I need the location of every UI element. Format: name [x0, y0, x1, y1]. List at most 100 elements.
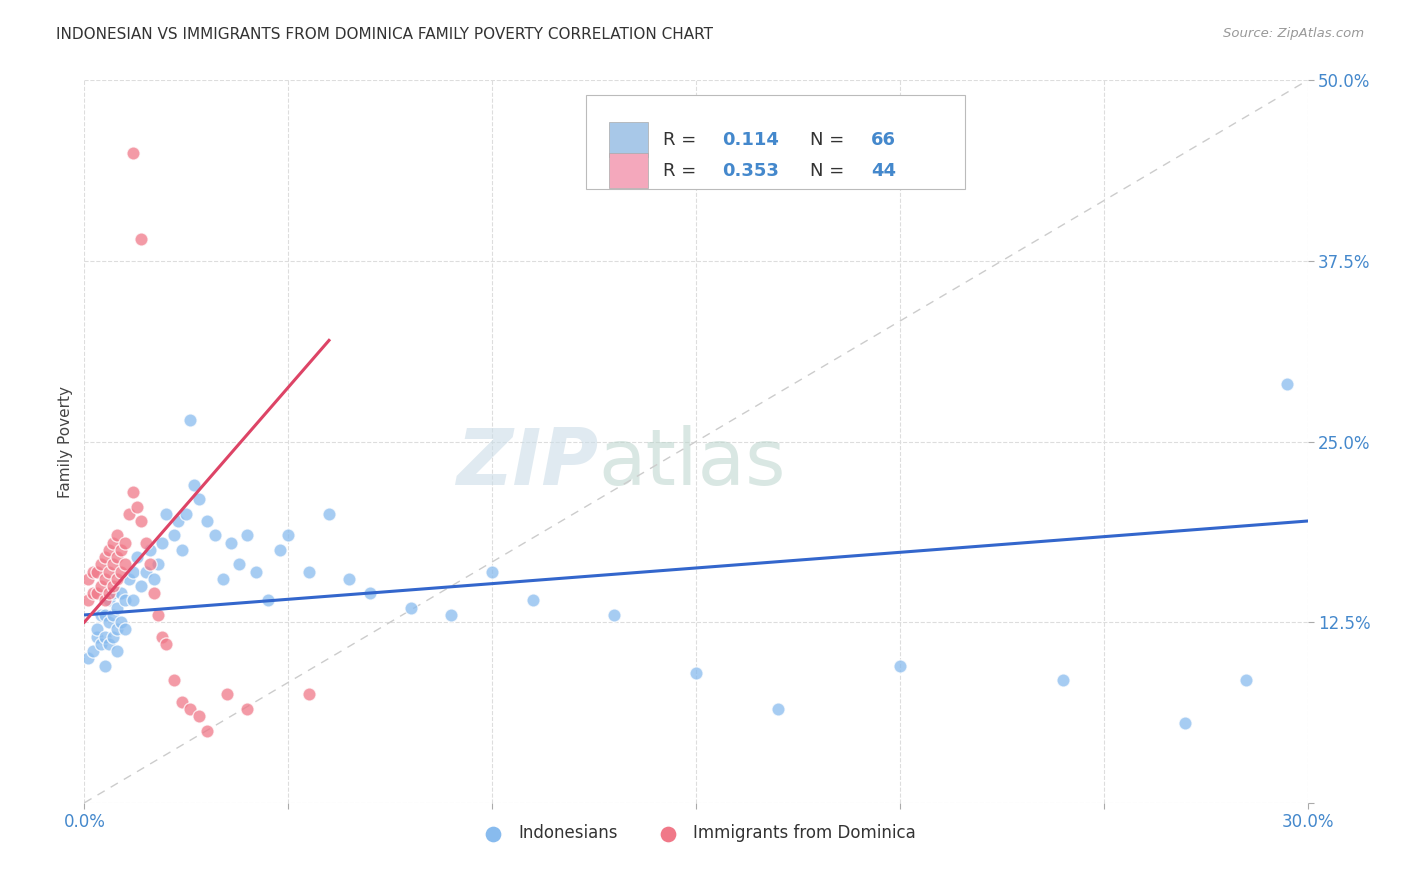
Point — [77, 593, 100, 607]
Point — [105, 600, 128, 615]
Point — [138, 558, 160, 572]
Point — [97, 615, 120, 630]
Point — [86, 623, 108, 637]
Point — [150, 535, 173, 549]
Point — [101, 586, 124, 600]
Point — [101, 535, 124, 549]
Text: R =: R = — [664, 161, 702, 179]
Point — [889, 658, 911, 673]
Point — [298, 565, 321, 579]
Point — [90, 579, 112, 593]
Point — [77, 651, 100, 665]
Text: 44: 44 — [870, 161, 896, 179]
Point — [245, 565, 267, 579]
Point — [122, 145, 145, 160]
Point — [90, 637, 112, 651]
Point — [187, 709, 209, 723]
Point — [118, 572, 141, 586]
Text: N =: N = — [810, 161, 849, 179]
Point — [155, 637, 177, 651]
Point — [277, 528, 299, 542]
Point — [195, 514, 218, 528]
Point — [1174, 716, 1197, 731]
Point — [90, 607, 112, 622]
Text: 0.114: 0.114 — [721, 130, 779, 149]
Point — [77, 572, 100, 586]
Point — [150, 630, 173, 644]
Point — [172, 695, 194, 709]
Point — [110, 615, 132, 630]
Point — [167, 514, 190, 528]
Point — [138, 542, 160, 557]
Point — [105, 572, 128, 586]
Point — [118, 507, 141, 521]
Point — [131, 232, 153, 246]
Point — [93, 607, 115, 622]
Point — [522, 593, 544, 607]
FancyBboxPatch shape — [586, 95, 965, 189]
Point — [204, 528, 226, 542]
Point — [110, 542, 132, 557]
Text: R =: R = — [664, 130, 702, 149]
Point — [269, 542, 291, 557]
Point — [82, 644, 104, 658]
Point — [142, 572, 165, 586]
Point — [228, 558, 250, 572]
Point — [101, 558, 124, 572]
Point — [318, 507, 340, 521]
Point — [1052, 673, 1074, 687]
Point — [298, 687, 321, 701]
FancyBboxPatch shape — [609, 153, 648, 188]
Text: INDONESIAN VS IMMIGRANTS FROM DOMINICA FAMILY POVERTY CORRELATION CHART: INDONESIAN VS IMMIGRANTS FROM DOMINICA F… — [56, 27, 713, 42]
Point — [122, 485, 145, 500]
Point — [339, 572, 361, 586]
Point — [127, 550, 149, 565]
Point — [93, 593, 115, 607]
Point — [187, 492, 209, 507]
Point — [219, 535, 242, 549]
Point — [217, 687, 239, 701]
Point — [93, 658, 115, 673]
Point — [114, 593, 136, 607]
Point — [105, 623, 128, 637]
Point — [359, 586, 381, 600]
Text: 0.353: 0.353 — [721, 161, 779, 179]
Point — [603, 607, 626, 622]
Point — [179, 413, 201, 427]
Point — [114, 558, 136, 572]
Point — [114, 623, 136, 637]
Point — [82, 586, 104, 600]
Point — [399, 600, 422, 615]
Point — [131, 514, 153, 528]
Point — [142, 586, 165, 600]
Point — [236, 702, 259, 716]
Point — [183, 478, 205, 492]
Point — [97, 542, 120, 557]
Point — [146, 558, 169, 572]
Point — [122, 593, 145, 607]
Point — [101, 607, 124, 622]
Point — [195, 723, 218, 738]
Point — [93, 630, 115, 644]
Point — [114, 535, 136, 549]
Point — [135, 535, 157, 549]
Point — [766, 702, 789, 716]
Point — [127, 500, 149, 514]
Point — [97, 593, 120, 607]
Point — [163, 673, 186, 687]
Point — [93, 550, 115, 565]
Point — [1277, 376, 1299, 391]
Point — [131, 579, 153, 593]
Point — [257, 593, 280, 607]
Legend: Indonesians, Immigrants from Dominica: Indonesians, Immigrants from Dominica — [470, 817, 922, 848]
Point — [174, 507, 197, 521]
Point — [110, 565, 132, 579]
Point — [82, 565, 104, 579]
Point — [179, 702, 201, 716]
Point — [172, 542, 194, 557]
Text: N =: N = — [810, 130, 849, 149]
Point — [146, 607, 169, 622]
Point — [101, 630, 124, 644]
Point — [440, 607, 463, 622]
Point — [97, 637, 120, 651]
